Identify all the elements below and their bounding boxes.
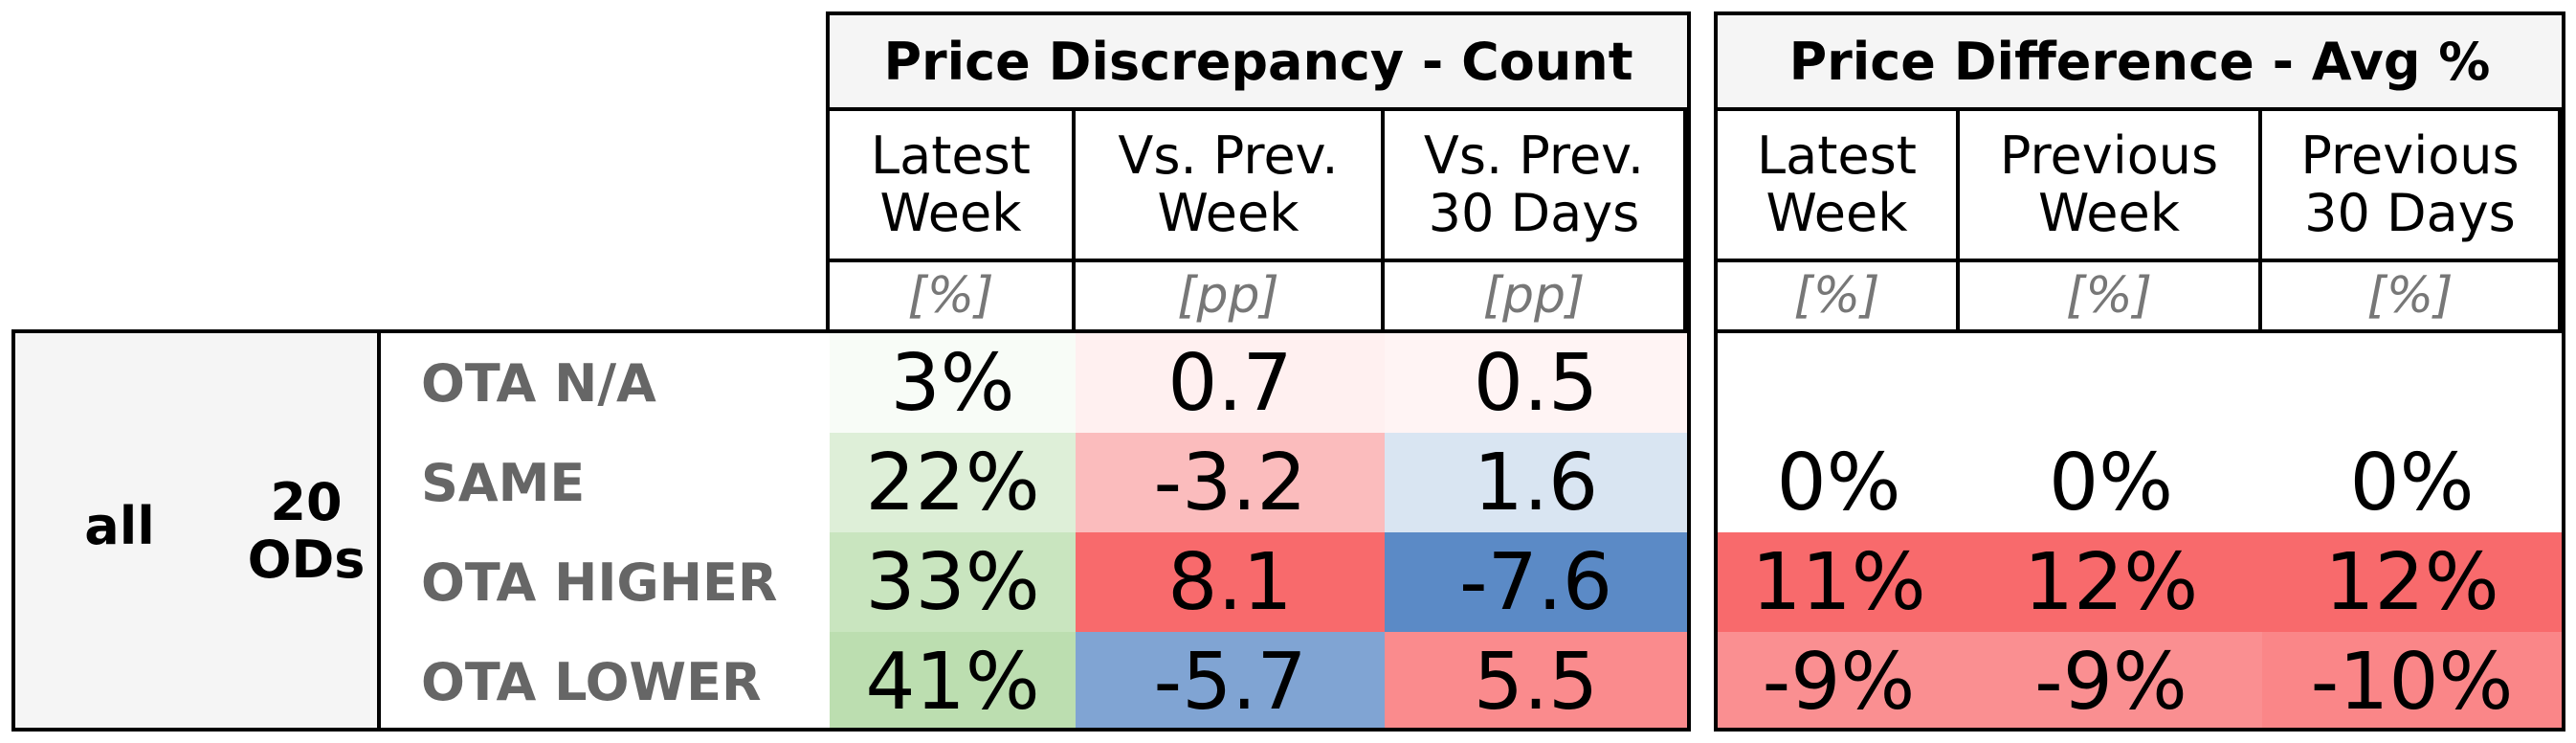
table-cell: -9% [1960, 632, 2262, 732]
column-header: Latest Week [1714, 107, 1960, 262]
table-cell [1718, 333, 1960, 433]
column-unit: [%] [1714, 259, 1960, 333]
table-cell: -10% [2262, 632, 2562, 732]
avg-block-bottom [1714, 728, 2565, 732]
avg-group-header: Price Difference - Avg % [1714, 11, 2565, 111]
column-unit: [pp] [1072, 259, 1385, 333]
row-label: OTA LOWER [421, 651, 762, 712]
column-unit: [%] [1956, 259, 2262, 333]
avg-block-top [1714, 329, 2565, 333]
table-cell: 0% [1718, 433, 1960, 532]
table-cell: -5.7 [1076, 632, 1385, 732]
table-cell: 8.1 [1076, 532, 1385, 632]
table-cell: 3% [830, 333, 1076, 433]
column-header: Previous 30 Days [2258, 107, 2562, 262]
table-cell: -9% [1718, 632, 1960, 732]
count-block-right [1687, 11, 1691, 732]
table-cell: 12% [1960, 532, 2262, 632]
table-cell: -7.6 [1385, 532, 1687, 632]
table-cell: 33% [830, 532, 1076, 632]
segment-label: all [84, 496, 155, 556]
table-cell: 5.5 [1385, 632, 1687, 732]
table-border-top [11, 329, 1691, 333]
column-header: Previous Week [1956, 107, 2262, 262]
table-cell: 22% [830, 433, 1076, 532]
count-group-header: Price Discrepancy - Count [826, 11, 1691, 111]
table-cell: 0% [1960, 433, 2262, 532]
table-cell: 1.6 [1385, 433, 1687, 532]
table-border-left [11, 329, 15, 732]
column-header: Vs. Prev. Week [1072, 107, 1385, 262]
segment-divider [377, 329, 381, 732]
column-unit: [%] [2258, 259, 2562, 333]
row-label: OTA N/A [421, 352, 656, 414]
column-header: Latest Week [826, 107, 1076, 262]
table-cell: 0.5 [1385, 333, 1687, 433]
segment-panel [11, 329, 379, 732]
table-cell: 41% [830, 632, 1076, 732]
table-cell [2262, 333, 2562, 433]
table-cell: 0.7 [1076, 333, 1385, 433]
table-cell: -3.2 [1076, 433, 1385, 532]
table-cell: 12% [2262, 532, 2562, 632]
column-unit: [%] [826, 259, 1076, 333]
table-cell [1960, 333, 2262, 433]
table-cell: 0% [2262, 433, 2562, 532]
avg-block-left [1714, 11, 1718, 732]
row-label: OTA HIGHER [421, 552, 778, 613]
table-cell: 11% [1718, 532, 1960, 632]
row-label: SAME [421, 452, 586, 513]
count-block-left [826, 111, 830, 333]
column-unit: [pp] [1381, 259, 1687, 333]
segment-sublabel: 20 ODs [247, 472, 366, 590]
avg-block-right [2562, 11, 2565, 732]
table-border-bottom [11, 728, 1691, 732]
column-header: Vs. Prev. 30 Days [1381, 107, 1687, 262]
